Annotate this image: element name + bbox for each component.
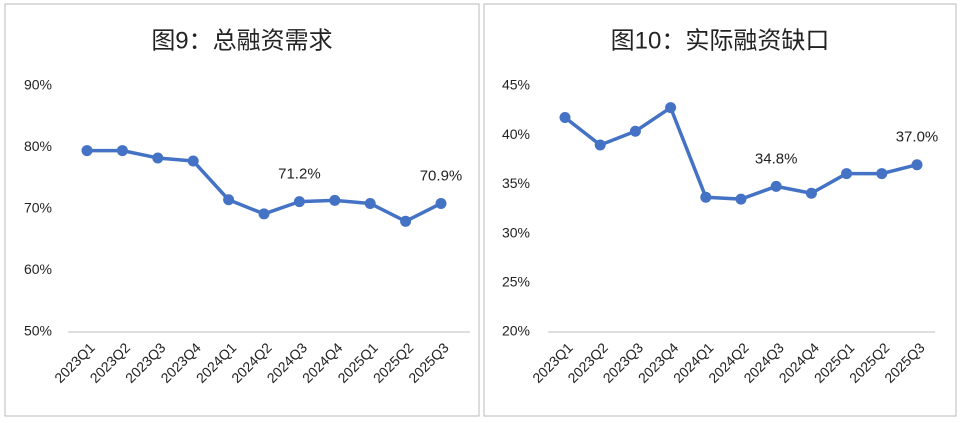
point [152, 152, 164, 164]
data-label: 70.9% [420, 167, 463, 184]
y-tick-label: 45% [502, 77, 530, 93]
point [876, 168, 888, 180]
point [364, 197, 376, 209]
point [258, 208, 270, 220]
point [594, 139, 606, 151]
panel-border [4, 3, 480, 417]
point [435, 197, 447, 209]
x-tick-label: 2025Q3 [405, 339, 452, 386]
point [841, 168, 853, 180]
panel-border [483, 3, 957, 417]
point [559, 111, 571, 123]
point [400, 215, 412, 227]
point [770, 180, 782, 192]
data-label: 37.0% [896, 129, 939, 146]
point [187, 155, 199, 167]
point [116, 145, 128, 157]
data-label: 34.8% [755, 150, 798, 167]
chart-title: 图9：总融资需求 [151, 27, 332, 54]
point [805, 187, 817, 199]
point [735, 193, 747, 205]
point [629, 125, 641, 137]
y-tick-label: 80% [24, 138, 52, 154]
y-tick-label: 40% [502, 126, 530, 142]
y-tick-label: 30% [502, 224, 530, 240]
y-tick-label: 35% [502, 175, 530, 191]
point [911, 159, 923, 171]
y-tick-label: 50% [24, 323, 52, 339]
chart-title: 图10：实际融资缺口 [611, 27, 830, 54]
y-tick-label: 20% [502, 323, 530, 339]
y-tick-label: 70% [24, 200, 52, 216]
point [293, 196, 305, 208]
series-line [563, 105, 918, 201]
point [700, 191, 712, 203]
point [223, 194, 235, 206]
point [329, 194, 341, 206]
y-tick-label: 90% [24, 77, 52, 93]
y-tick-label: 60% [24, 261, 52, 277]
point [81, 145, 93, 157]
x-tick-label: 2025Q3 [881, 339, 928, 386]
y-tick-label: 25% [502, 274, 530, 290]
data-label: 71.2% [278, 166, 321, 183]
point [665, 102, 677, 114]
